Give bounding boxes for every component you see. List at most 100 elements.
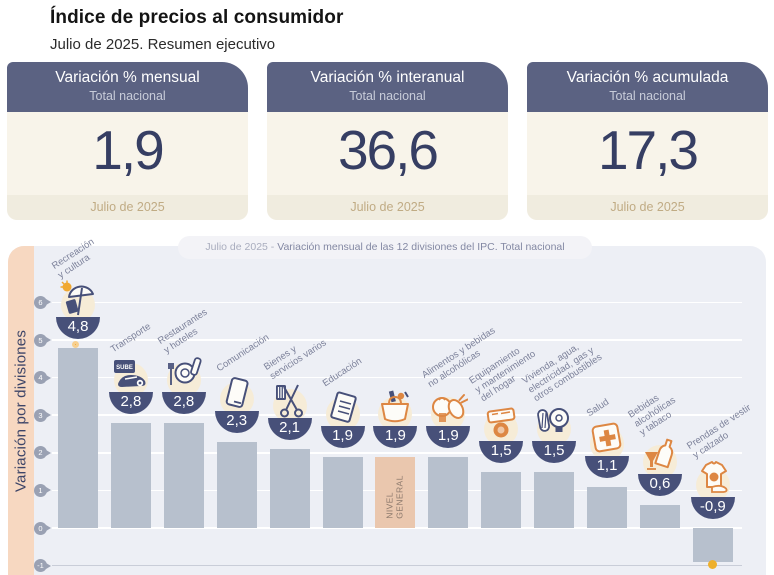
y-tick-pointer [46,487,51,494]
card-subtitle: Total nacional [89,89,166,103]
card-header: Variación % mensual Total nacional [7,62,248,112]
bar-vivienda-agua-electricidad-gas-y-otros-combustibles [534,471,575,528]
y-axis-tick-6: 6 [34,295,54,309]
bar-prendas-de-vestir-y-calzado [692,528,733,562]
svg-text:SUBE: SUBE [116,365,133,371]
chart-title: Variación mensual de las 12 divisiones d… [277,241,565,253]
y-axis-tick-1: 1 [34,483,54,497]
y-axis-label: Variación por divisiones [12,329,30,492]
gridline-6 [52,301,742,304]
badge-salud: 1,1 [583,418,631,478]
min-point-marker [708,560,718,570]
gridline-4 [52,376,742,379]
value-badge: 0,6 [637,474,682,497]
card-title: Variación % acumulada [566,69,729,86]
health-cross-icon [587,418,627,458]
y-tick-pointer [46,299,51,306]
card-header: Variación % interanual Total nacional [267,62,508,112]
summary-cards-row: Variación % mensual Total nacional 1,9 J… [7,62,768,220]
bar-restaurantes-y-hoteles [163,422,204,528]
y-tick-value: -1 [34,559,47,573]
category-label-restaurantes-y-hoteles: Restaurantes y hoteles [155,306,210,356]
bar-salud [587,486,627,528]
y-tick-value: 5 [34,333,47,347]
tshirt-shoe-icon [693,459,733,499]
y-axis-tick--1: -1 [34,559,54,573]
y-axis-tick-2: 2 [34,446,54,460]
y-axis-tick-0: 0 [34,521,54,535]
y-tick-pointer [46,412,51,419]
badge-vivienda-agua-electricidad-gas-y-otros-combustibles: 1,5 [530,403,578,463]
gridline-2 [52,452,742,454]
fork-plate-icon [164,354,204,394]
gridline-0 [52,527,742,529]
badge-equipamiento-y-mantenimiento-del-hogar: 1,5 [477,403,525,463]
y-tick-value: 6 [34,295,47,309]
sube-card-car-icon: SUBE [111,354,151,394]
card-header: Variación % acumulada Total nacional [527,62,768,112]
bar-comunicación [216,441,257,528]
card-period: Julio de 2025 [527,195,768,220]
y-axis-tick-4: 4 [34,371,54,385]
bar-nivel-general: NIVEL GENERAL [375,456,416,528]
scissors-comb-icon [270,380,310,420]
max-point-marker [71,341,79,349]
category-label-bienes-y-servicios-varios: Bienes y servicios varios [261,337,328,382]
card-value: 17,3 [597,119,699,181]
y-axis-tick-3: 3 [34,408,54,422]
y-axis-strip: Variación por divisiones [8,246,34,575]
card-subtitle: Total nacional [349,89,426,103]
value-badge: 1,9 [373,425,418,448]
smartphone-icon [217,373,257,413]
y-tick-pointer [46,337,51,343]
y-tick-value: 0 [34,521,47,535]
card-value: 1,9 [92,119,164,181]
poultry-icon [428,388,469,428]
bar-recreación-y-cultura [58,347,98,528]
bulb-plug-icon [534,403,574,443]
badge-educación: 1,9 [319,388,367,448]
card-title: Variación % interanual [310,69,465,86]
page-header: Índice de precios al consumidor Julio de… [50,7,343,53]
bar-bebidas-alcohólicas-y-tabaco [639,505,680,528]
page-subtitle: Julio de 2025. Resumen ejecutivo [50,36,276,53]
category-label-salud: Salud [584,396,612,420]
plot-area: 6 5 4 3 2 1 0 -1 4,8 Recreación y cultura SUBE 2,8 Tr… [8,236,766,575]
bar-bienes-y-servicios-varios [269,449,310,528]
value-badge: 1,9 [426,425,471,448]
card-period: Julio de 2025 [267,195,508,220]
beach-umbrella-sun-icon [58,279,98,319]
category-label-educación: Educación [320,355,364,390]
category-label-recreación-y-cultura: Recreación y cultura [50,235,97,281]
badge-bebidas-alcohólicas-y-tabaco: 0,6 [636,436,684,497]
value-badge: 2,8 [108,391,153,414]
card-subtitle: Total nacional [609,89,686,103]
badge-nivel-general: 1,9 [371,388,419,448]
card-accumulated-variation: Variación % acumulada Total nacional 17,… [527,62,768,220]
badge-prendas-de-vestir-y-calzado: -0,9 [689,459,737,519]
bottle-glass-icon [640,436,680,476]
bar-educación [322,456,363,528]
badge-transporte: SUBE 2,8 [107,354,155,414]
badge-bienes-y-servicios-varios: 2,1 [266,380,314,441]
chart-container: 6 5 4 3 2 1 0 -1 4,8 Recreación y cultura SUBE 2,8 Tr… [8,236,766,575]
card-body: 17,3 [527,112,768,195]
value-badge: 1,9 [320,425,365,448]
y-tick-pointer [46,525,51,531]
card-yearly-variation: Variación % interanual Total nacional 36… [267,62,508,220]
gridline-5 [52,339,742,341]
value-badge: 2,3 [214,410,259,433]
gridline--1 [52,564,742,567]
badge-restaurantes-y-hoteles: 2,8 [160,354,208,414]
card-body: 1,9 [7,112,248,195]
card-value: 36,6 [337,119,439,181]
category-label-vivienda-agua-electricidad-gas-y-otros-combustibles: Vivienda, agua, electricidad, gas y otros … [520,341,605,405]
chart-title-prefix: Julio de 2025 - [205,241,278,253]
general-level-label: NIVEL GENERAL [384,474,405,519]
badge-recreación-y-cultura: 4,8 [54,279,102,339]
card-monthly-variation: Variación % mensual Total nacional 1,9 J… [7,62,248,220]
card-body: 36,6 [267,112,508,195]
shopping-basket-icon [375,388,415,428]
bar-alimentos-y-bebidas-no-alcohólicas [428,456,469,528]
value-badge: 1,5 [479,440,524,463]
